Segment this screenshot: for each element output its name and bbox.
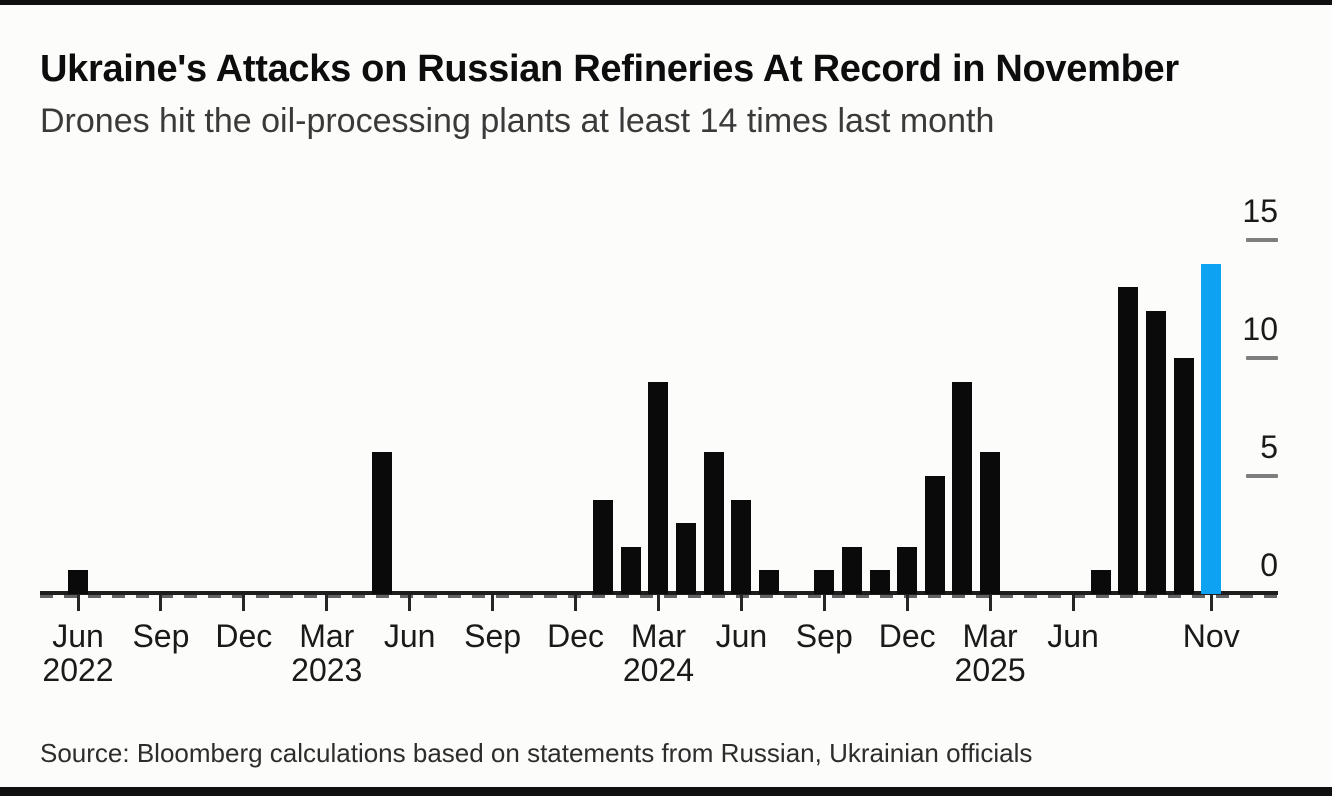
x-tick-label-mar: Mar	[630, 618, 686, 654]
x-tick-jun	[1071, 595, 1075, 611]
y-gridline-dash-5	[1246, 474, 1278, 478]
bar-jul-2024	[759, 570, 779, 594]
bar-feb-2024	[620, 546, 641, 594]
x-tick-dec	[905, 595, 909, 611]
y-gridline-dash-10	[1246, 356, 1278, 360]
x-tick-mar2024	[656, 595, 660, 611]
bar-oct-2024	[841, 546, 862, 594]
bar-nov-2025	[1201, 263, 1222, 594]
x-tick-year-2022: 2022	[42, 652, 114, 688]
x-tick-label-sep: Sep	[464, 618, 522, 654]
x-tick-mar2025	[988, 595, 992, 611]
source-note: Source: Bloomberg calculations based on …	[40, 738, 1033, 768]
bar-may-2023	[372, 452, 393, 594]
y-tick-label-15: 15	[1242, 193, 1278, 229]
bar-sep-2025	[1145, 310, 1166, 594]
x-tick-label-dec: Dec	[878, 618, 936, 654]
x-tick-label-jun: Jun	[1047, 618, 1099, 654]
x-tick-label-mar: Mar	[299, 618, 355, 654]
bar-nov-2024	[869, 570, 890, 594]
bar-jun-2024	[731, 499, 752, 594]
bar-jan-2024	[593, 499, 614, 594]
x-tick-jun	[408, 595, 412, 611]
bottom-border-strip	[0, 787, 1332, 796]
bar-oct-2025	[1173, 358, 1194, 594]
bar-jul-2025	[1090, 570, 1111, 594]
x-tick-dec	[242, 595, 246, 611]
x-tick-jun2022	[76, 595, 80, 611]
x-tick-year-2025: 2025	[954, 652, 1026, 688]
x-tick-label-jun: Jun	[383, 618, 436, 654]
chart-subtitle: Drones hit the oil-processing plants at …	[40, 102, 995, 140]
bar-may-2024	[703, 452, 724, 594]
x-tick-label-jun: Jun	[52, 618, 104, 654]
bar-mar-2024	[648, 381, 669, 594]
x-tick-label-sep: Sep	[132, 618, 190, 654]
x-tick-sep	[822, 595, 826, 611]
y-gridline-dash-15	[1246, 238, 1278, 242]
x-tick-label-sep: Sep	[795, 618, 853, 654]
bar-mar-2025	[980, 452, 1001, 594]
bar-aug-2025	[1118, 287, 1139, 594]
chart-title: Ukraine's Attacks on Russian Refineries …	[40, 48, 1179, 90]
bar-sep-2024	[814, 570, 835, 594]
bar-feb-2025	[952, 381, 973, 594]
x-tick-mar2023	[325, 595, 329, 611]
x-tick-year-2024: 2024	[622, 652, 695, 688]
bar-apr-2024	[676, 523, 697, 594]
bar-dec-2024	[897, 546, 918, 594]
y-tick-label-5: 5	[1260, 429, 1278, 465]
x-tick-label-dec: Dec	[547, 618, 604, 654]
x-tick-nov	[1209, 595, 1213, 611]
x-tick-dec	[574, 595, 578, 611]
x-tick-label-dec: Dec	[215, 618, 273, 654]
x-tick-jun	[739, 595, 743, 611]
bar-jun-2022	[68, 570, 88, 594]
y-tick-label-0: 0	[1260, 547, 1278, 583]
top-border-strip	[0, 0, 1332, 5]
x-tick-sep	[159, 595, 163, 611]
y-tick-label-10: 10	[1242, 311, 1278, 347]
x-tick-label-jun: Jun	[715, 618, 768, 654]
x-tick-sep	[491, 595, 495, 611]
x-tick-label-mar: Mar	[962, 618, 1018, 654]
x-tick-year-2023: 2023	[291, 652, 363, 688]
x-tick-label-nov: Nov	[1182, 618, 1240, 654]
bar-jan-2025	[924, 476, 945, 594]
